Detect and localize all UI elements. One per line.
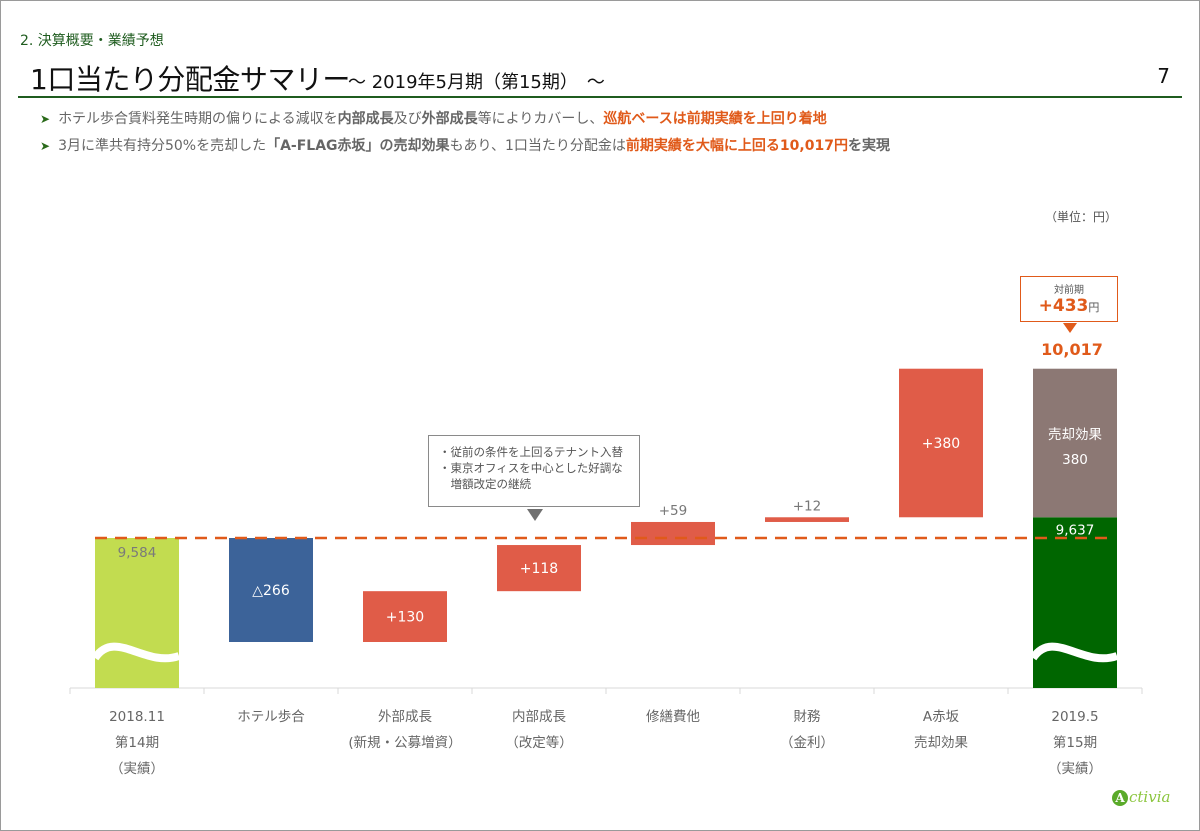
bar-decrease [229,538,313,642]
bullet-text: 巡航ベースは前期実績を上回り着地 [603,111,827,127]
bar-increase [899,368,983,518]
section-heading: 2. 決算概要・業績予想 [20,33,164,49]
bar-increase [363,591,447,642]
x-axis-label-line: 売却効果 [914,735,968,751]
bar-end-sale-effect [1033,368,1117,518]
bullet-arrow-icon: ➤ [40,112,51,126]
yoy-change-box: 対前期 +433円 [1020,276,1118,322]
x-axis-label: 内部成長 （改定等） [472,704,606,756]
bar-label: +12 [793,498,822,514]
bar-label: +380 [922,436,960,452]
bar-increase [497,545,581,592]
x-axis-label: 2019.5 第15期 （実績） [1008,704,1142,782]
bullet-text: 及び [393,111,422,127]
x-axis-label-line: ホテル歩合 [237,709,305,725]
bullet-text: 外部成長 [421,111,478,127]
page-title: 1口当たり分配金サマリー [30,63,350,96]
bullet-text: ホテル歩合賃料発生時期の偏りによる減収を [58,111,338,127]
x-axis-label-line: （実績） [1048,761,1102,777]
x-axis-label-line: 修繕費他 [646,709,700,725]
x-axis-label-line: 第14期 [114,735,160,751]
bullet-text: 3月に準共有持分50%を売却した [58,138,267,154]
x-axis-label: A赤坂売却効果 [874,704,1008,756]
x-axis-label: 財務 （金利） [740,704,874,756]
bullet-1: ➤ ホテル歩合賃料発生時期の偏りによる減収を内部成長及び外部成長等によりカバーし、… [40,106,890,133]
bar-label-start: 9,584 [118,545,157,561]
page-subtitle: ～ 2019年5月期（第15期） ～ [348,72,605,93]
bar-label: △266 [252,583,290,599]
page-number: 7 [1157,64,1170,88]
bar-label-sale-effect: 売却効果 [1048,427,1102,443]
callout-pointer-icon [527,509,543,521]
x-axis-label-line: 外部成長 [378,709,432,725]
x-axis-label: 2018.11 第14期 （実績） [70,704,204,782]
x-axis-label-line: 財務 [793,709,821,725]
logo-text: ctivia [1129,788,1171,806]
bullet-text: 「A-FLAG赤坂」の売却効果 [266,138,450,154]
x-axis-label: ホテル歩合 [204,704,338,730]
x-axis-label-line: 第15期 [1052,735,1098,751]
x-axis-label-line: 2019.5 [1051,709,1099,725]
bar-label-end-base: 9,637 [1056,522,1095,538]
bullet-text: 内部成長 [337,111,394,127]
callout-line: 増額改定の継続 [439,477,531,491]
bullet-arrow-icon: ➤ [40,139,51,153]
logo-mark-icon: A [1112,790,1128,806]
yoy-label: 対前期 [1054,285,1084,296]
bullet-text: 前期実績を大幅に上回る10,017円 [625,138,848,154]
bullet-text: を実現 [847,138,890,154]
x-axis-label-line: 内部成長 [512,709,566,725]
callout-line: ・従前の条件を上回るテナント入替 [439,445,623,459]
x-axis-label-line: （金利） [780,735,834,751]
internal-growth-callout: ・従前の条件を上回るテナント入替 ・東京オフィスを中心とした好調な 増額改定の継… [428,435,640,507]
callout-line: ・東京オフィスを中心とした好調な [439,461,623,475]
bullet-text: もあり、1口当たり分配金は [449,138,626,154]
summary-bullets: ➤ ホテル歩合賃料発生時期の偏りによる減収を内部成長及び外部成長等によりカバーし、… [40,106,890,160]
bar-end-base [1033,517,1117,688]
axis-break-icon [91,642,181,663]
x-axis-label-line: A赤坂 [922,709,960,725]
total-label: 10,017 [1041,340,1103,359]
yoy-unit: 円 [1088,301,1100,314]
x-axis-label-line: （実績） [110,761,164,777]
bar-label: +118 [520,561,558,577]
x-axis-label: 外部成長 (新規・公募増資） [338,704,472,756]
yoy-value: +433円 [1021,296,1117,318]
bar-label: +130 [386,610,424,626]
axis-break-icon [1029,642,1119,663]
bullet-text: 等によりカバーし、 [477,111,604,127]
yoy-pointer-icon [1063,323,1077,333]
bullet-2: ➤ 3月に準共有持分50%を売却した「A-FLAG赤坂」の売却効果もあり、1口当た… [40,133,890,160]
yoy-number: +433 [1038,296,1089,316]
unit-label: （単位：円） [1045,210,1118,224]
bar-label-sale-effect-value: 380 [1062,452,1088,468]
title-row: 1口当たり分配金サマリー ～ 2019年5月期（第15期） ～ 7 [30,58,1180,96]
x-axis-label-line: （改定等） [505,735,573,751]
x-axis-label-line: (新規・公募増資） [348,735,462,751]
bar-increase [765,517,849,522]
x-axis-label: 修繕費他 [606,704,740,730]
x-axis-label-line: 2018.11 [109,709,165,725]
bar-label: +59 [659,503,688,519]
bar-increase [631,521,715,546]
title-divider [18,96,1182,98]
bar-start-total [95,538,179,688]
